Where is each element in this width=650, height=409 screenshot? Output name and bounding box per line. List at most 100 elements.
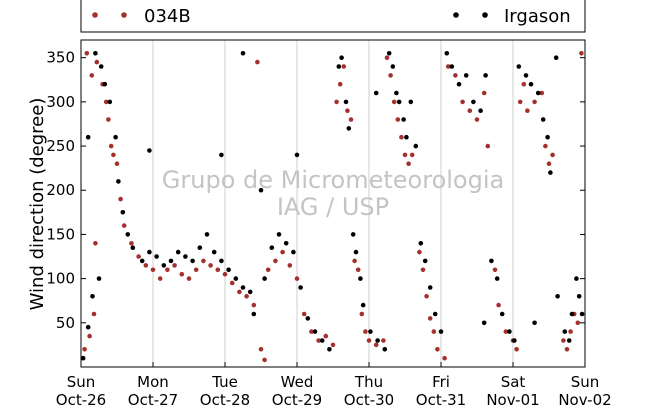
data-point-034b <box>525 108 530 113</box>
data-point-irgason <box>147 249 152 255</box>
data-point-irgason <box>226 267 231 273</box>
data-point-irgason <box>147 148 152 153</box>
data-point-034b <box>186 276 192 281</box>
data-point-irgason <box>507 329 512 334</box>
data-point-034b <box>366 338 372 343</box>
x-tick-day-label: Fri <box>432 373 450 391</box>
x-tick-date-label: Oct-30 <box>344 391 394 409</box>
x-tick-date-label: Oct-29 <box>272 391 322 409</box>
data-point-irgason <box>139 258 145 264</box>
data-point-034b <box>255 59 260 65</box>
data-point-irgason <box>548 170 553 175</box>
legend-entry-034b: 034B <box>92 6 191 27</box>
data-point-irgason <box>401 117 406 122</box>
data-point-034b <box>532 99 537 105</box>
data-point-034b <box>258 347 264 352</box>
data-point-irgason <box>211 249 217 255</box>
data-point-034b <box>348 117 354 122</box>
x-tick-day-label: Thu <box>354 373 383 391</box>
data-point-034b <box>546 161 552 166</box>
y-tick-label: 300 <box>46 93 75 111</box>
data-point-034b <box>521 81 527 87</box>
data-point-034b <box>568 329 573 334</box>
x-tick-day-label: Sat <box>501 373 526 391</box>
data-points <box>80 51 585 363</box>
y-tick-label: 100 <box>46 270 75 288</box>
y-axis-ticks: 50 100 150 200 250 300 350 <box>46 49 585 332</box>
data-point-irgason <box>190 258 195 264</box>
data-point-034b <box>121 223 127 228</box>
data-point-034b <box>294 276 300 281</box>
data-point-034b <box>420 267 426 273</box>
data-point-irgason <box>305 316 311 321</box>
data-point-irgason <box>219 152 224 158</box>
data-point-034b <box>550 152 555 158</box>
data-point-irgason <box>432 311 438 317</box>
x-tick-day-label: Sun <box>67 373 96 391</box>
data-point-irgason <box>93 51 98 56</box>
data-point-irgason <box>258 187 264 193</box>
data-point-irgason <box>240 51 246 56</box>
plot-frame <box>80 39 586 368</box>
data-point-034b <box>280 249 285 255</box>
data-point-034b <box>287 263 293 268</box>
data-point-irgason <box>478 108 483 113</box>
data-point-034b <box>575 320 581 326</box>
legend-marker-irgason-1 <box>453 12 459 18</box>
data-point-034b <box>564 347 570 352</box>
data-point-034b <box>359 311 365 317</box>
x-axis-ticks: SunOct-26MonOct-27TueOct-28WedOct-29ThuO… <box>56 362 612 409</box>
data-point-034b <box>503 329 509 334</box>
data-point-irgason <box>456 81 462 87</box>
data-point-034b <box>334 99 339 105</box>
data-point-034b <box>427 316 433 321</box>
data-point-034b <box>424 294 429 299</box>
data-point-034b <box>150 267 156 273</box>
data-point-irgason <box>574 276 579 281</box>
data-point-irgason <box>532 320 537 326</box>
data-point-034b <box>201 258 206 264</box>
data-point-034b <box>208 263 213 268</box>
data-point-034b <box>388 73 393 78</box>
data-point-034b <box>106 117 111 122</box>
data-point-irgason <box>444 51 450 56</box>
x-tick-day-label: Mon <box>137 373 169 391</box>
data-point-034b <box>460 99 465 105</box>
data-point-irgason <box>494 276 500 281</box>
data-point-034b <box>492 267 498 273</box>
data-point-034b <box>301 311 307 317</box>
data-point-irgason <box>350 232 356 237</box>
data-point-irgason <box>562 329 568 334</box>
x-tick-date-label: Nov-02 <box>558 391 611 409</box>
data-point-034b <box>330 342 336 348</box>
data-point-034b <box>395 117 401 122</box>
data-point-034b <box>237 289 242 295</box>
data-point-034b <box>381 338 386 343</box>
data-point-irgason <box>373 90 379 96</box>
data-point-034b <box>543 143 548 149</box>
data-point-irgason <box>319 338 325 343</box>
data-point-irgason <box>247 289 253 295</box>
data-point-irgason <box>269 245 275 250</box>
data-point-034b <box>579 51 584 56</box>
data-point-irgason <box>368 329 373 334</box>
data-point-034b <box>373 342 379 348</box>
data-point-irgason <box>102 81 108 87</box>
legend-entry-irgason: Irgason <box>453 6 571 27</box>
data-point-irgason <box>85 134 91 140</box>
data-point-irgason <box>396 99 402 105</box>
data-point-irgason <box>346 126 352 131</box>
data-point-irgason <box>523 73 529 78</box>
data-point-irgason <box>125 232 131 237</box>
data-point-irgason <box>262 276 267 281</box>
data-point-034b <box>337 81 343 87</box>
x-tick-date-label: Oct-28 <box>200 391 250 409</box>
data-point-irgason <box>394 90 399 96</box>
data-point-034b <box>91 311 97 317</box>
data-point-034b <box>87 333 92 339</box>
data-point-irgason <box>98 64 104 69</box>
x-tick-date-label: Oct-27 <box>128 391 178 409</box>
y-tick-label: 200 <box>46 181 75 199</box>
data-point-034b <box>514 347 519 352</box>
